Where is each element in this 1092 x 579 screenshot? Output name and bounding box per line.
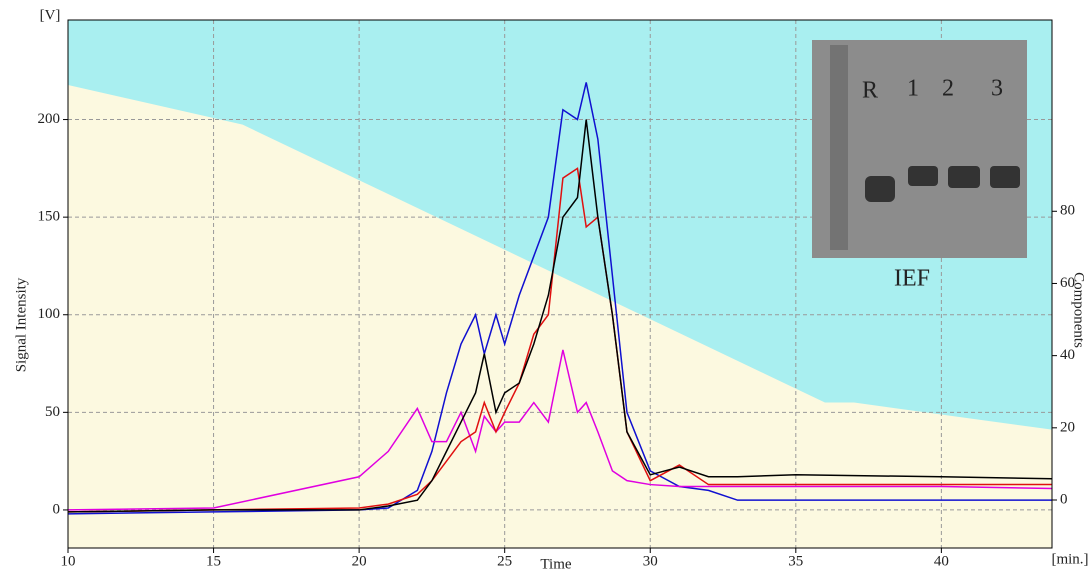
- y2-tick-label: 0: [1060, 491, 1068, 507]
- x-unit: [min.]: [1051, 551, 1088, 567]
- gel-band: [990, 166, 1020, 188]
- x-tick-label: 15: [206, 553, 221, 569]
- x-tick-label: 30: [643, 553, 658, 569]
- y-tick-label: 0: [53, 501, 61, 517]
- inset-label: 2: [942, 76, 954, 102]
- x-axis-label: Time: [540, 556, 571, 572]
- inset: R 1 2 3 IEF: [812, 40, 1027, 292]
- y2-tick-label: 80: [1060, 203, 1075, 219]
- y2-axis-label: Components: [1071, 272, 1087, 348]
- data-line: [67, 82, 1052, 515]
- x-tick-label: 20: [352, 553, 367, 569]
- inset-label: R: [862, 78, 878, 104]
- y2-tick-label: 60: [1060, 275, 1075, 291]
- y-axis-label: Signal Intensity: [13, 277, 29, 372]
- x-tick-label: 10: [61, 553, 76, 569]
- y-tick-label: 200: [38, 111, 61, 127]
- gel-band: [908, 166, 938, 186]
- plot-border: [67, 19, 1053, 549]
- inset-label: 3: [991, 76, 1003, 102]
- gel-band: [948, 166, 980, 188]
- data-line: [67, 349, 1053, 511]
- y-tick-label: 150: [38, 209, 61, 225]
- gel-band: [865, 176, 895, 202]
- y2-tick-label: 40: [1060, 347, 1075, 363]
- data-line: [67, 167, 1052, 513]
- gel-ladder: [830, 45, 848, 250]
- y-tick-label: 100: [38, 306, 61, 322]
- x-tick-label: 40: [934, 553, 949, 569]
- x-tick-label: 35: [788, 553, 803, 569]
- x-tick-label: 25: [497, 553, 512, 569]
- y-tick-label: 50: [45, 404, 60, 420]
- y-unit: [V]: [40, 7, 61, 23]
- inset-caption: IEF: [894, 266, 930, 292]
- y2-tick-label: 20: [1060, 419, 1075, 435]
- gradient-area: [68, 84, 1052, 548]
- data-line: [67, 119, 1053, 513]
- inset-label: 1: [907, 76, 919, 102]
